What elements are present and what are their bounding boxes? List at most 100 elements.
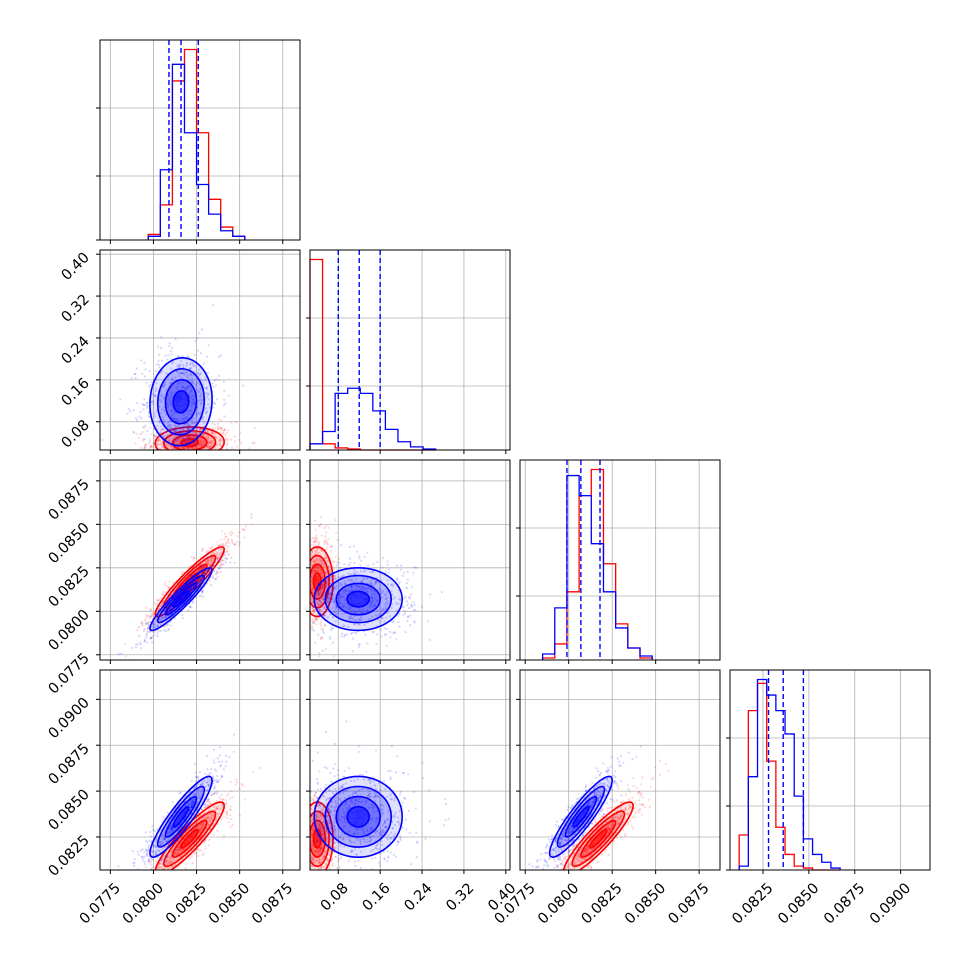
panel-2-1-point-blue-630 [343,624,346,628]
panel-1-0-point-red-388 [151,445,154,448]
panel-3-0-point-red-547 [225,812,228,815]
panel-1-0-point-blue-600 [174,428,177,432]
panel-2-1-point-blue-392 [319,586,323,589]
panel-2-1-point-blue-161 [360,559,363,562]
panel-2-0-point-blue-644 [211,575,214,578]
panel-2-1-point-blue-13 [340,582,343,585]
panel-1-0-point-red-16 [177,438,180,441]
panel-1-0-point-blue-20 [215,384,218,387]
panel-3-0-point-blue-246 [197,788,200,791]
panel-2-0-point-red-347 [153,602,156,605]
panel-3-0-point-blue-124 [167,828,171,831]
panel-3-0-point-red-37 [229,780,232,783]
panel-2-1-point-red-452 [325,541,329,544]
panel-2-0-point-blue-478 [158,618,161,621]
panel-3-0-point-red-271 [203,806,206,809]
panel-2-1-point-blue-288 [350,578,354,581]
panel-2-1-point-blue-405 [403,597,406,600]
panel-2-1-point-red-579 [313,540,316,543]
panel-2-1-point-blue-131 [398,582,401,585]
panel-1-0-point-red-347 [230,421,233,424]
panel-2-1-point-red-559 [320,637,323,640]
panel-2-1-point-blue-313 [358,557,361,560]
panel-3-0-point-blue-129 [220,776,223,779]
panel-1-0-point-red-218 [158,438,161,441]
panel-3-0-point-blue-149 [206,789,209,792]
panel-2-1-point-blue-216 [360,618,363,621]
panel-2-0-point-blue-74 [154,623,157,626]
panel-1-0-point-blue-580 [176,355,179,358]
panel-3-0-point-blue-103 [186,803,189,806]
panel-2-1-point-red-123 [307,564,309,566]
panel-2-0-point-blue-513 [218,548,221,551]
panel-1-0-point-blue-603 [169,396,172,399]
panel-1-0-point-blue-36 [182,385,185,389]
panel-2-1-point-red-326 [311,551,314,554]
panel-1-0-point-red-290 [202,451,204,453]
panel-1-0-point-red-631 [164,452,166,454]
panel-1-0-point-blue-521 [141,402,144,405]
panel-1-0-point-red-600 [182,452,184,454]
panel-1-0-point-red-634 [134,451,136,453]
panel-2-1-point-blue-262 [343,580,346,583]
panel-2-1-point-red-437 [321,562,324,565]
panel-1-0-point-blue-214 [197,349,200,352]
panel-2-0-point-red-461 [220,547,223,550]
panel-1-0-point-blue-136 [180,386,183,389]
panel-2-1-point-blue-319 [376,633,379,636]
panel-1-0-point-blue-58 [185,372,188,375]
panel-2-0-point-red-514 [167,586,171,589]
panel-3-0-point-red-639 [205,805,208,808]
panel-1-0-point-blue-618 [173,411,176,414]
panel-2-1-point-blue-618 [384,593,387,596]
panel-1-0-point-blue-363 [204,376,207,379]
panel-2-1-point-red-472 [314,565,318,568]
panel-1-0-point-red-248 [141,431,144,434]
panel-1-0-point-red-359 [169,444,172,448]
panel-2-1-point-blue-140 [403,571,406,574]
panel-1-0-point-red-373 [214,427,217,430]
panel-2-1-point-red-420 [320,534,323,537]
panel-2-0-point-blue-284 [156,635,159,638]
panel-2-0-point-red-377 [224,547,227,550]
panel-2-1-point-blue-165 [384,633,387,636]
panel-3-0-point-red-132 [155,860,158,863]
panel-1-0-point-blue-34 [205,407,208,410]
panel-3-0-point-red-321 [212,833,215,836]
panel-1-0-point-red-42 [159,431,162,434]
panel-1-0-point-blue-309 [154,415,157,418]
panel-2-1-point-blue-374 [318,652,321,655]
panel-1-0-point-red-228 [211,444,214,447]
panel-2-1-point-blue-542 [324,624,327,627]
panel-2-0-point-blue-261 [189,586,192,589]
panel-2-0-point-red-366 [215,552,218,555]
panel-2-0-point-blue-326 [169,606,172,609]
panel-1-0-point-blue-641 [186,422,189,425]
panel-2-0-point-blue-7 [149,637,152,640]
panel-2-1-point-blue-406 [305,580,307,582]
panel-2-0-point-blue-130 [146,641,149,644]
panel-2-0-point-red-212 [222,555,225,558]
panel-2-1-point-red-78 [317,566,320,569]
panel-2-0-point-red-80 [140,620,143,623]
panel-3-0-point-blue-141 [151,858,154,861]
panel-1-0-point-blue-401 [167,404,170,407]
panel-1-0-point-blue-388 [192,365,195,368]
panel-2-1-point-blue-607 [318,599,321,602]
panel-3-0-point-red-222 [224,802,227,806]
panel-2-0-point-blue-259 [171,607,174,610]
panel-1-0-point-red-352 [221,453,223,455]
panel-2-1-point-blue-506 [350,579,353,582]
panel-2-1-point-red-104 [311,609,314,612]
panel-3-0-point-red-248 [215,805,218,808]
panel-3-0-point-red-601 [207,824,210,827]
panel-1-0-point-blue-104 [189,409,192,412]
panel-2-1-point-blue-202 [381,566,384,569]
panel-1-0-point-blue-390 [193,402,196,406]
panel-2-1-point-red-640 [308,515,310,517]
panel-2-0-point-red-527 [208,562,211,565]
panel-2-1-point-blue-123 [393,596,396,599]
panel-2-1-point-blue-296 [389,630,392,633]
panel-3-0-point-blue-203 [145,849,148,852]
panel-2-1-point-blue-540 [390,606,393,609]
